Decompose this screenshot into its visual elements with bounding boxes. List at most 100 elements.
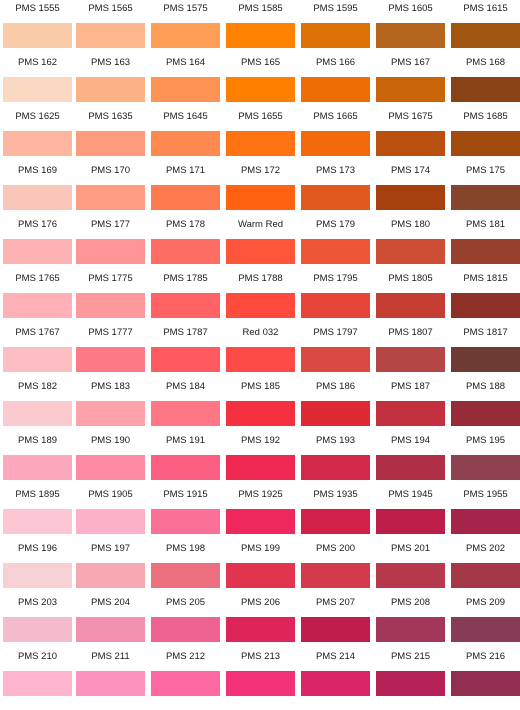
color-swatch [3,131,72,156]
color-swatch [3,23,72,48]
swatch-cell: PMS 1645 [151,110,220,164]
swatch-label: PMS 194 [390,435,431,446]
swatch-label: PMS 167 [390,57,431,68]
color-swatch [301,77,370,102]
swatch-label: PMS 202 [465,543,506,554]
swatch-label: PMS 171 [165,165,206,176]
swatch-cell: PMS 200 [301,542,370,596]
color-swatch [451,347,520,372]
color-swatch [151,239,220,264]
swatch-cell: PMS 1767 [3,326,72,380]
swatch-label: PMS 166 [315,57,356,68]
swatch-label: PMS 191 [165,435,206,446]
swatch-label: PMS 1788 [238,273,283,284]
color-swatch [376,563,445,588]
color-swatch [376,347,445,372]
color-swatch [76,509,145,534]
swatch-cell: PMS 195 [451,434,520,488]
color-swatch [376,617,445,642]
color-swatch [151,185,220,210]
swatch-cell: PMS 1575 [151,2,220,56]
color-swatch [376,293,445,318]
color-swatch [226,347,295,372]
swatch-cell: PMS 1895 [3,488,72,542]
swatch-label: PMS 211 [91,651,130,662]
color-swatch [76,347,145,372]
swatch-cell: PMS 1805 [376,272,445,326]
swatch-cell: PMS 192 [226,434,295,488]
swatch-cell: PMS 1925 [226,488,295,542]
swatch-row: PMS 1555 PMS 1565 PMS 1575 PMS 1585 PMS 1595… [0,2,520,56]
swatch-label: PMS 177 [90,219,131,230]
color-swatch [226,455,295,480]
swatch-cell: PMS 172 [226,164,295,218]
swatch-cell: PMS 166 [301,56,370,110]
swatch-cell: PMS 1807 [376,326,445,380]
swatch-cell: PMS 207 [301,596,370,650]
swatch-cell: PMS 1665 [301,110,370,164]
color-swatch [226,23,295,48]
swatch-cell: PMS 193 [301,434,370,488]
color-swatch [376,455,445,480]
color-swatch [151,509,220,534]
swatch-label: PMS 1787 [163,327,208,338]
swatch-row: PMS 189 PMS 190 PMS 191 PMS 192 PMS 193 PMS 1… [0,434,520,488]
swatch-label: PMS 1905 [88,489,133,500]
swatch-label: PMS 187 [390,381,431,392]
swatch-label: PMS 183 [90,381,131,392]
color-swatch [3,347,72,372]
swatch-cell: PMS 1655 [226,110,295,164]
color-swatch [76,563,145,588]
swatch-cell: PMS 169 [3,164,72,218]
color-swatch [301,401,370,426]
swatch-label: PMS 1915 [163,489,208,500]
swatch-cell: PMS 180 [376,218,445,272]
swatch-cell: PMS 1905 [76,488,145,542]
color-swatch [451,563,520,588]
swatch-cell: PMS 196 [3,542,72,596]
color-swatch [151,293,220,318]
swatch-label: PMS 1645 [163,111,208,122]
color-swatch [76,617,145,642]
swatch-label: PMS 181 [465,219,506,230]
swatch-cell: PMS 175 [451,164,520,218]
swatch-cell: PMS 1935 [301,488,370,542]
swatch-label: PMS 170 [90,165,131,176]
swatch-row: PMS 1765 PMS 1775 PMS 1785 PMS 1788 PMS 1795… [0,272,520,326]
swatch-cell: PMS 210 [3,650,72,704]
swatch-cell: PMS 1817 [451,326,520,380]
swatch-label: PMS 1615 [463,3,508,14]
color-swatch [376,23,445,48]
swatch-cell: PMS 201 [376,542,445,596]
swatch-cell: Warm Red [226,218,295,272]
swatch-cell: PMS 1775 [76,272,145,326]
swatch-cell: PMS 183 [76,380,145,434]
swatch-cell: PMS 185 [226,380,295,434]
swatch-cell: PMS 171 [151,164,220,218]
swatch-label: PMS 193 [315,435,356,446]
swatch-cell: PMS 214 [301,650,370,704]
color-swatch [451,23,520,48]
swatch-label: PMS 195 [465,435,506,446]
swatch-label: PMS 1585 [238,3,283,14]
color-swatch [301,131,370,156]
color-swatch [226,131,295,156]
swatch-cell: PMS 216 [451,650,520,704]
swatch-label: PMS 188 [465,381,506,392]
swatch-cell: PMS 209 [451,596,520,650]
swatch-label: PMS 1565 [88,3,133,14]
swatch-cell: PMS 1605 [376,2,445,56]
swatch-label: PMS 1675 [388,111,433,122]
swatch-label: PMS 1635 [88,111,133,122]
color-swatch [451,671,520,696]
swatch-label: PMS 179 [315,219,356,230]
swatch-label: PMS 1795 [313,273,358,284]
color-swatch [376,509,445,534]
color-swatch [151,347,220,372]
color-swatch [376,77,445,102]
swatch-cell: PMS 1565 [76,2,145,56]
swatch-label: PMS 189 [17,435,58,446]
color-swatch [451,509,520,534]
swatch-cell: PMS 1797 [301,326,370,380]
swatch-label: Warm Red [237,219,284,230]
